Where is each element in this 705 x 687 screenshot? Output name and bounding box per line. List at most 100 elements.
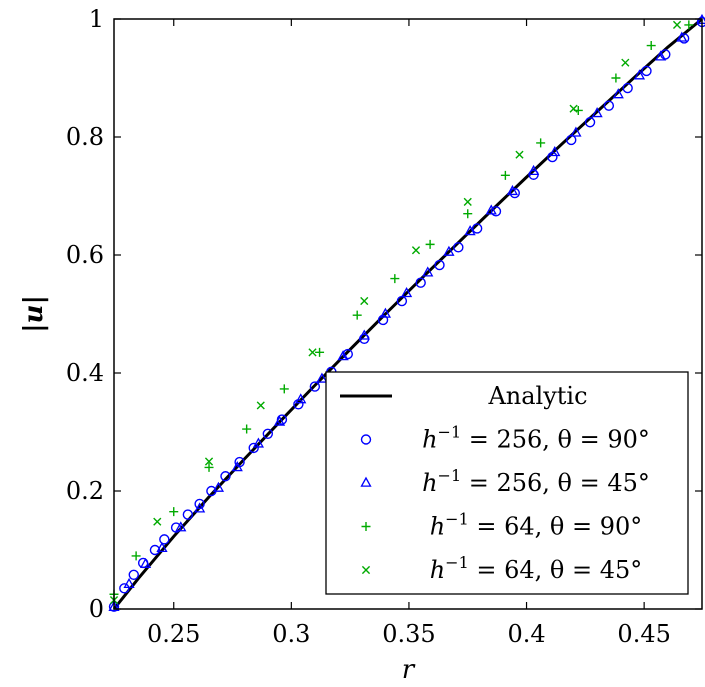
data-point-series-2-26	[633, 69, 646, 80]
data-point-series-2-7	[231, 461, 243, 472]
data-point-series-3-14	[611, 73, 621, 83]
data-point-series-2-4	[175, 521, 187, 532]
data-point-series-2-9	[273, 415, 286, 426]
legend-label-2-exp: −1	[438, 466, 462, 485]
data-point-series-2-21	[527, 164, 540, 176]
legend-label-1: h−1 = 256, θ = 90°	[422, 423, 650, 454]
data-point-series-2-0	[108, 600, 120, 612]
data-point-series-4-7	[463, 197, 472, 206]
data-point-series-2-23	[570, 126, 582, 137]
x-tick-label-4: 0.45	[617, 620, 670, 648]
data-point-series-2-10	[295, 393, 307, 404]
y-tick-label-1: 0.2	[66, 477, 104, 505]
data-point-series-3-12	[536, 138, 546, 148]
data-point-series-3-5	[279, 384, 289, 394]
x-axis-title: r	[402, 655, 416, 685]
data-point-series-3-9	[425, 239, 435, 249]
data-point-series-3-10	[463, 209, 473, 219]
legend-label-1-rest: = 256, θ = 90°	[461, 426, 650, 454]
data-point-series-2-11	[316, 372, 328, 383]
data-point-series-4-11	[672, 20, 682, 29]
data-point-series-2-27	[655, 50, 667, 61]
data-point-series-2-6	[212, 481, 225, 492]
data-point-series-1-13	[262, 428, 274, 439]
data-point-series-4-4	[308, 348, 317, 357]
axes-layer: 0.25 0.3 0.35 0.4 0.45 0 0.2 0.4 0.6 0.8 1 r |u|	[19, 5, 703, 685]
legend-sample-4	[361, 565, 371, 575]
data-point-series-3-6	[315, 347, 325, 357]
data-point-series-1-32	[603, 100, 615, 111]
legend-label-4-h: h	[430, 556, 445, 584]
legend-label-3-rest: = 64, θ = 90°	[469, 513, 643, 541]
data-point-series-1-31	[584, 117, 596, 128]
data-point-series-3-4	[242, 424, 252, 434]
legend-label-2: h−1 = 256, θ = 45°	[422, 466, 650, 497]
data-point-series-2-19	[485, 204, 497, 215]
data-point-series-3-3	[204, 462, 214, 472]
legend-label-analytic: Analytic	[487, 382, 587, 410]
data-point-series-2-20	[506, 184, 519, 196]
data-point-series-2-12	[337, 350, 349, 361]
legend-label-4-exp: −1	[445, 553, 469, 572]
legend-sample-2	[360, 476, 372, 487]
data-point-series-1-23	[434, 259, 445, 271]
data-point-series-4-3	[256, 401, 265, 410]
legend-label-4-rest: = 64, θ = 45°	[469, 556, 643, 584]
x-tick-label-3: 0.4	[507, 620, 545, 648]
data-point-series-3-16	[684, 20, 694, 30]
data-point-series-4-9	[569, 104, 578, 113]
data-point-series-1-20	[377, 314, 389, 326]
legend-label-3: h−1 = 64, θ = 90°	[430, 510, 643, 541]
data-point-series-1-1	[119, 583, 130, 594]
legend-sample-1	[360, 434, 372, 445]
data-point-series-1-7	[182, 509, 194, 520]
data-point-series-3-7	[352, 310, 362, 320]
legend-label-3-h: h	[430, 513, 445, 541]
data-point-series-1-36	[678, 33, 690, 44]
data-point-series-1-16	[309, 381, 321, 392]
legend-label-4: h−1 = 64, θ = 45°	[430, 553, 643, 584]
data-point-series-1-5	[159, 534, 170, 545]
data-point-series-2-13	[358, 329, 370, 340]
data-point-series-2-1	[123, 577, 135, 589]
data-point-series-2-17	[443, 245, 455, 256]
x-tick-label-1: 0.3	[272, 620, 310, 648]
data-point-series-1-34	[641, 65, 652, 77]
data-point-series-4-5	[360, 296, 369, 306]
data-point-series-4-6	[411, 246, 421, 255]
legend-box	[325, 371, 689, 595]
legend-label-2-h: h	[422, 469, 437, 497]
data-point-series-4-1	[153, 517, 162, 526]
data-point-series-2-8	[252, 437, 265, 448]
x-tick-label-2: 0.35	[382, 620, 435, 648]
data-point-series-4-10	[621, 58, 630, 67]
data-point-series-3-1	[131, 551, 141, 561]
data-point-series-2-22	[549, 145, 561, 157]
data-point-series-3-11	[500, 170, 510, 180]
plot-layer	[108, 13, 705, 612]
data-point-series-2-18	[464, 225, 476, 236]
data-point-series-2-25	[612, 88, 624, 99]
data-point-series-1-6	[170, 522, 182, 533]
data-point-series-1-22	[415, 277, 426, 288]
plot-frame	[113, 18, 703, 610]
y-tick-label-4: 0.8	[66, 123, 104, 151]
data-point-series-3-2	[169, 507, 179, 517]
legend-label-1-exp: −1	[438, 423, 462, 442]
data-point-series-1-27	[509, 187, 520, 199]
data-point-series-1-4	[149, 544, 161, 556]
y-tick-label-3: 0.6	[66, 241, 104, 269]
legend-label-1-h: h	[422, 426, 437, 454]
y-tick-label-2: 0.4	[66, 359, 104, 387]
data-point-series-3-15	[646, 41, 656, 51]
data-point-series-1-33	[622, 82, 633, 94]
legend-sample-3	[361, 522, 371, 531]
legend-label-2-rest: = 256, θ = 45°	[461, 469, 650, 497]
data-point-series-1-10	[220, 471, 231, 482]
data-point-series-4-2	[204, 457, 214, 466]
y-axis-title: |u|	[19, 295, 49, 333]
data-point-series-2-3	[156, 541, 168, 553]
data-point-series-2-5	[194, 502, 206, 513]
